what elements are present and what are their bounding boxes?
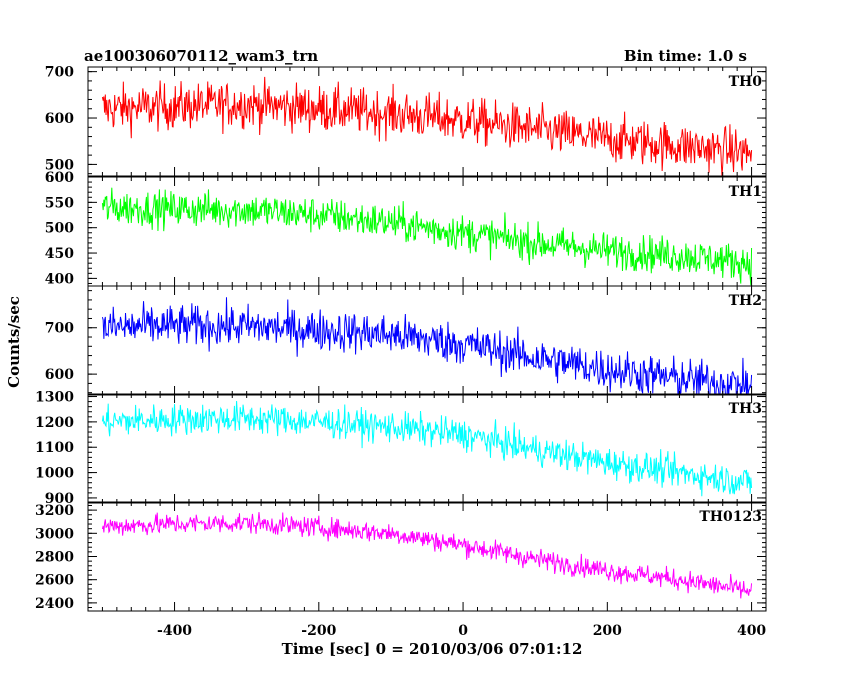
bin-time-label: Bin time: 1.0 s bbox=[624, 47, 747, 65]
y-tick-label: 2800 bbox=[35, 550, 74, 566]
y-tick-label: 450 bbox=[45, 246, 74, 262]
y-tick-label: 700 bbox=[45, 65, 74, 81]
panel-label-th1: TH1 bbox=[729, 184, 762, 200]
y-tick-label: 3000 bbox=[35, 526, 74, 542]
x-tick-label: -400 bbox=[157, 623, 192, 639]
series-line-th0123 bbox=[101, 512, 753, 599]
y-tick-label: 500 bbox=[45, 157, 74, 173]
panels: 500600700TH0400450500550600TH1600700TH29… bbox=[35, 65, 767, 612]
panel-th3: 900 1000 1100 1200 1300 TH3 bbox=[35, 390, 767, 507]
y-tick-label: 3200 bbox=[35, 503, 74, 519]
y-tick-label: 550 bbox=[45, 195, 74, 211]
y-tick-label: 600 bbox=[45, 367, 74, 383]
chart-title: ae100306070112_wam3_trn bbox=[84, 47, 318, 65]
panel-label-th0: TH0 bbox=[729, 74, 763, 90]
x-tick-label: 0 bbox=[458, 623, 468, 639]
panel-frame bbox=[87, 393, 767, 504]
y-tick-label: 2600 bbox=[35, 573, 74, 589]
panel-th0123: 2400 2600 2800 3000 3200 TH0123 bbox=[35, 501, 767, 612]
panel-th0: 500 600 700 TH0 bbox=[45, 65, 767, 177]
panel-th2: 600 700 TH2 bbox=[45, 285, 767, 396]
y-tick-label: 2400 bbox=[35, 596, 74, 612]
y-tick-label: 600 bbox=[45, 111, 74, 127]
panel-label-th0123: TH0123 bbox=[699, 509, 762, 525]
y-axis-label: Counts/sec bbox=[5, 296, 23, 388]
y-tick-label: 900 bbox=[45, 491, 74, 507]
x-tick-label: 400 bbox=[737, 623, 766, 639]
y-tick-label: 700 bbox=[45, 321, 74, 337]
y-tick-label: 1000 bbox=[35, 466, 74, 482]
series-line-th0 bbox=[101, 76, 753, 176]
y-tick-label: 1300 bbox=[35, 390, 74, 406]
x-tick-label: 200 bbox=[593, 623, 622, 639]
y-tick-label: 400 bbox=[45, 271, 74, 287]
panel-label-th2: TH2 bbox=[729, 293, 762, 309]
y-tick-label: 1200 bbox=[35, 415, 74, 431]
y-tick-label: 1100 bbox=[35, 440, 74, 456]
series-line-th3 bbox=[101, 401, 753, 497]
series-line-th2 bbox=[101, 297, 753, 395]
panel-frame bbox=[87, 66, 767, 177]
panel-frame bbox=[87, 285, 767, 396]
panel-frame bbox=[87, 176, 767, 287]
series-line-th1 bbox=[101, 187, 753, 286]
x-tick-label: -200 bbox=[301, 623, 336, 639]
x-axis: -400 -200 0 200 400 bbox=[157, 623, 766, 639]
y-tick-label: 500 bbox=[45, 221, 74, 237]
panel-th1: 400 450 500 550 600 TH1 bbox=[45, 170, 767, 287]
panel-label-th3: TH3 bbox=[729, 401, 762, 417]
y-tick-label: 600 bbox=[45, 170, 74, 186]
x-axis-label: Time [sec] 0 = 2010/03/06 07:01:12 bbox=[282, 640, 583, 658]
